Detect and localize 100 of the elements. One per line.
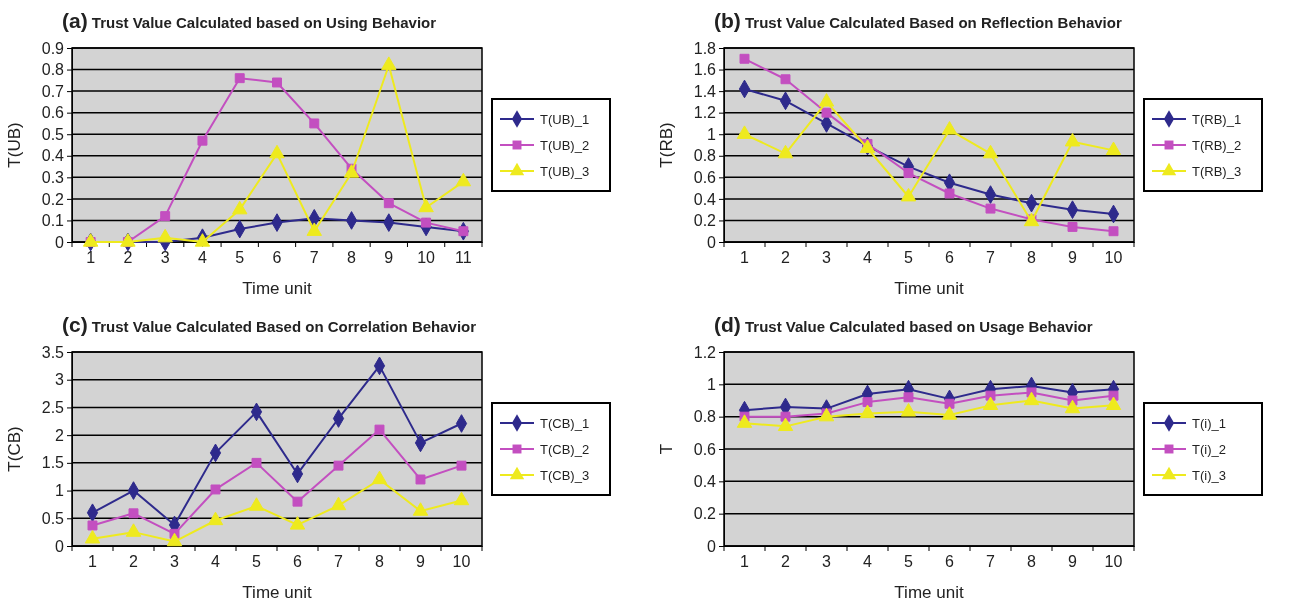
x-tick-label: 2	[781, 553, 791, 571]
y-tick-label: 0	[55, 233, 65, 251]
x-tick-label: 4	[211, 553, 221, 571]
chart-title: (c) Trust Value Calculated Based on Correlation Behavior	[62, 313, 477, 336]
x-tick-label: 4	[198, 249, 207, 267]
x-axis-title: Time unit	[242, 583, 312, 602]
legend-label: T(UB)_2	[540, 138, 590, 153]
x-tick-label: 3	[160, 249, 170, 267]
x-tick-label: 1	[740, 553, 750, 571]
x-tick-label: 11	[455, 249, 472, 267]
y-tick-label: 0.8	[693, 147, 717, 165]
y-tick-label: 0.8	[41, 61, 65, 79]
x-tick-label: 7	[309, 249, 319, 267]
y-tick-label: 0.3	[41, 168, 65, 186]
x-tick-label: 6	[945, 553, 955, 571]
chart-title: (a) Trust Value Calculated based on Using Behavior	[62, 9, 437, 32]
y-tick-label: 2	[55, 426, 65, 444]
x-tick-label: 7	[986, 553, 996, 571]
y-axis-title: T(CB)	[5, 426, 24, 472]
x-tick-label: 8	[1027, 553, 1037, 571]
y-tick-label: 3	[55, 371, 65, 389]
x-tick-label: 1	[740, 249, 750, 267]
x-axis-title: Time unit	[894, 583, 964, 602]
x-tick-label: 4	[863, 553, 873, 571]
x-tick-label: 10	[452, 553, 471, 571]
x-tick-label: 8	[375, 553, 385, 571]
legend-label: T(UB)_1	[540, 112, 590, 127]
x-tick-label: 5	[252, 553, 262, 571]
y-axis-title: T(UB)	[5, 122, 24, 168]
x-tick-label: 10	[417, 249, 436, 267]
y-tick-label: 2.5	[41, 399, 65, 417]
x-tick-label: 6	[293, 553, 303, 571]
x-tick-label: 5	[904, 553, 914, 571]
x-tick-label: 3	[822, 249, 832, 267]
legend-label: T(UB)_3	[540, 164, 590, 179]
y-tick-label: 1.8	[693, 39, 717, 57]
y-tick-label: 0.6	[41, 104, 65, 122]
y-tick-label: 0.4	[693, 190, 717, 208]
y-tick-label: 3.5	[41, 343, 65, 361]
y-tick-label: 0.4	[41, 147, 65, 165]
y-tick-label: 0	[707, 233, 717, 251]
x-tick-label: 2	[129, 553, 139, 571]
y-tick-label: 0.5	[41, 509, 65, 527]
y-tick-label: 0.9	[41, 39, 65, 57]
x-tick-label: 7	[986, 249, 996, 267]
x-tick-label: 4	[863, 249, 873, 267]
x-tick-label: 6	[272, 249, 282, 267]
x-tick-label: 1	[86, 249, 96, 267]
y-tick-label: 0.2	[41, 190, 65, 208]
legend-label: T(CB)_3	[540, 468, 590, 483]
y-tick-label: 1.4	[693, 82, 717, 100]
y-tick-label: 0.2	[693, 505, 717, 523]
y-tick-label: 0	[707, 537, 717, 555]
legend-label: T(RB)_3	[1192, 164, 1242, 179]
x-tick-label: 2	[781, 249, 791, 267]
x-tick-label: 8	[1027, 249, 1037, 267]
x-tick-label: 10	[1104, 553, 1123, 571]
legend-label: T(i)_2	[1192, 442, 1226, 457]
y-tick-label: 1	[707, 125, 717, 143]
y-tick-label: 0.5	[41, 125, 65, 143]
y-tick-label: 0.1	[41, 212, 65, 230]
legend-label: T(RB)_1	[1192, 112, 1242, 127]
y-tick-label: 0.7	[41, 82, 65, 100]
y-tick-label: 1.6	[693, 61, 717, 79]
y-axis-title: T	[657, 443, 676, 455]
x-tick-label: 6	[945, 249, 955, 267]
x-axis-title: Time unit	[242, 279, 312, 298]
y-tick-label: 1	[707, 375, 717, 393]
legend-label: T(CB)_1	[540, 416, 590, 431]
y-tick-label: 0.8	[693, 408, 717, 426]
y-axis-title: T(RB)	[657, 122, 676, 168]
chart-title: (b) Trust Value Calculated Based on Reflection Behavior	[714, 9, 1122, 32]
x-axis-title: Time unit	[894, 279, 964, 298]
x-tick-label: 3	[170, 553, 180, 571]
legend-label: T(RB)_2	[1192, 138, 1242, 153]
x-tick-label: 3	[822, 553, 832, 571]
y-tick-label: 0.6	[693, 440, 717, 458]
x-tick-label: 2	[123, 249, 133, 267]
y-tick-label: 0	[55, 537, 65, 555]
x-tick-label: 9	[1068, 249, 1078, 267]
y-tick-label: 0.6	[693, 168, 717, 186]
x-tick-label: 5	[235, 249, 245, 267]
x-tick-label: 10	[1104, 249, 1123, 267]
legend-label: T(i)_3	[1192, 468, 1226, 483]
x-tick-label: 5	[904, 249, 914, 267]
x-tick-label: 7	[334, 553, 344, 571]
x-tick-label: 9	[1068, 553, 1078, 571]
y-tick-label: 1.2	[693, 104, 717, 122]
x-tick-label: 8	[347, 249, 357, 267]
chart-title: (d) Trust Value Calculated based on Usage Behavior	[714, 313, 1093, 336]
x-tick-label: 1	[88, 553, 98, 571]
y-tick-label: 0.4	[693, 472, 717, 490]
x-tick-label: 9	[416, 553, 426, 571]
legend-label: T(CB)_2	[540, 442, 590, 457]
legend-label: T(i)_1	[1192, 416, 1226, 431]
y-tick-label: 0.2	[693, 212, 717, 230]
y-tick-label: 1.5	[41, 454, 65, 472]
y-tick-label: 1	[55, 482, 65, 500]
x-tick-label: 9	[384, 249, 394, 267]
y-tick-label: 1.2	[693, 343, 717, 361]
